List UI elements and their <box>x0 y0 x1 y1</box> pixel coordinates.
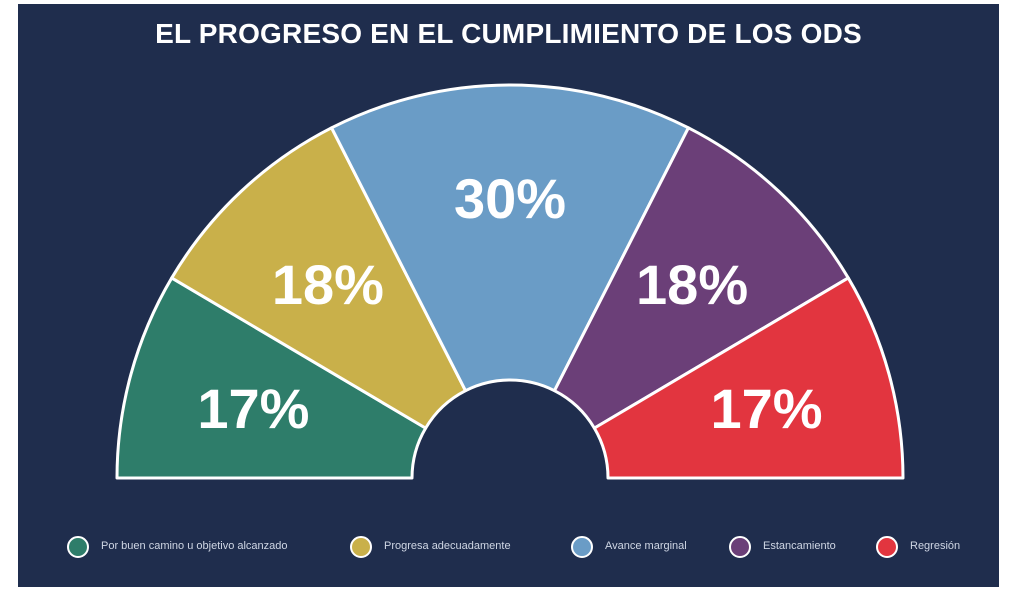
legend-swatch-icon <box>350 536 372 558</box>
slice-label-5: 17% <box>711 377 823 440</box>
legend-label: Regresión <box>910 540 961 552</box>
legend-label: Estancamiento <box>763 540 836 552</box>
legend-swatch-icon <box>67 536 89 558</box>
slice-5 <box>592 276 905 480</box>
half-donut-chart: 17% 18% 30% 18% 17% <box>115 83 905 480</box>
legend-label: Progresa adecuadamente <box>384 540 511 552</box>
slice-2 <box>170 126 468 430</box>
legend-swatch-icon <box>729 536 751 558</box>
chart-panel: EL PROGRESO EN EL CUMPLIMIENTO DE LOS OD… <box>18 4 999 587</box>
legend-swatch-icon <box>876 536 898 558</box>
legend: Por buen camino u objetivo alcanzado Prog… <box>18 536 999 560</box>
legend-label: Avance marginal <box>605 540 687 552</box>
slice-label-2: 18% <box>272 253 384 316</box>
legend-label: Por buen camino u objetivo alcanzado <box>101 540 288 552</box>
legend-swatch-icon <box>571 536 593 558</box>
chart-title: EL PROGRESO EN EL CUMPLIMIENTO DE LOS OD… <box>155 18 862 49</box>
slice-label-1: 17% <box>197 377 309 440</box>
slice-label-3: 30% <box>454 167 566 230</box>
slice-4 <box>552 126 850 430</box>
slice-3 <box>330 83 690 393</box>
slice-1 <box>115 276 428 480</box>
slice-label-4: 18% <box>636 253 748 316</box>
